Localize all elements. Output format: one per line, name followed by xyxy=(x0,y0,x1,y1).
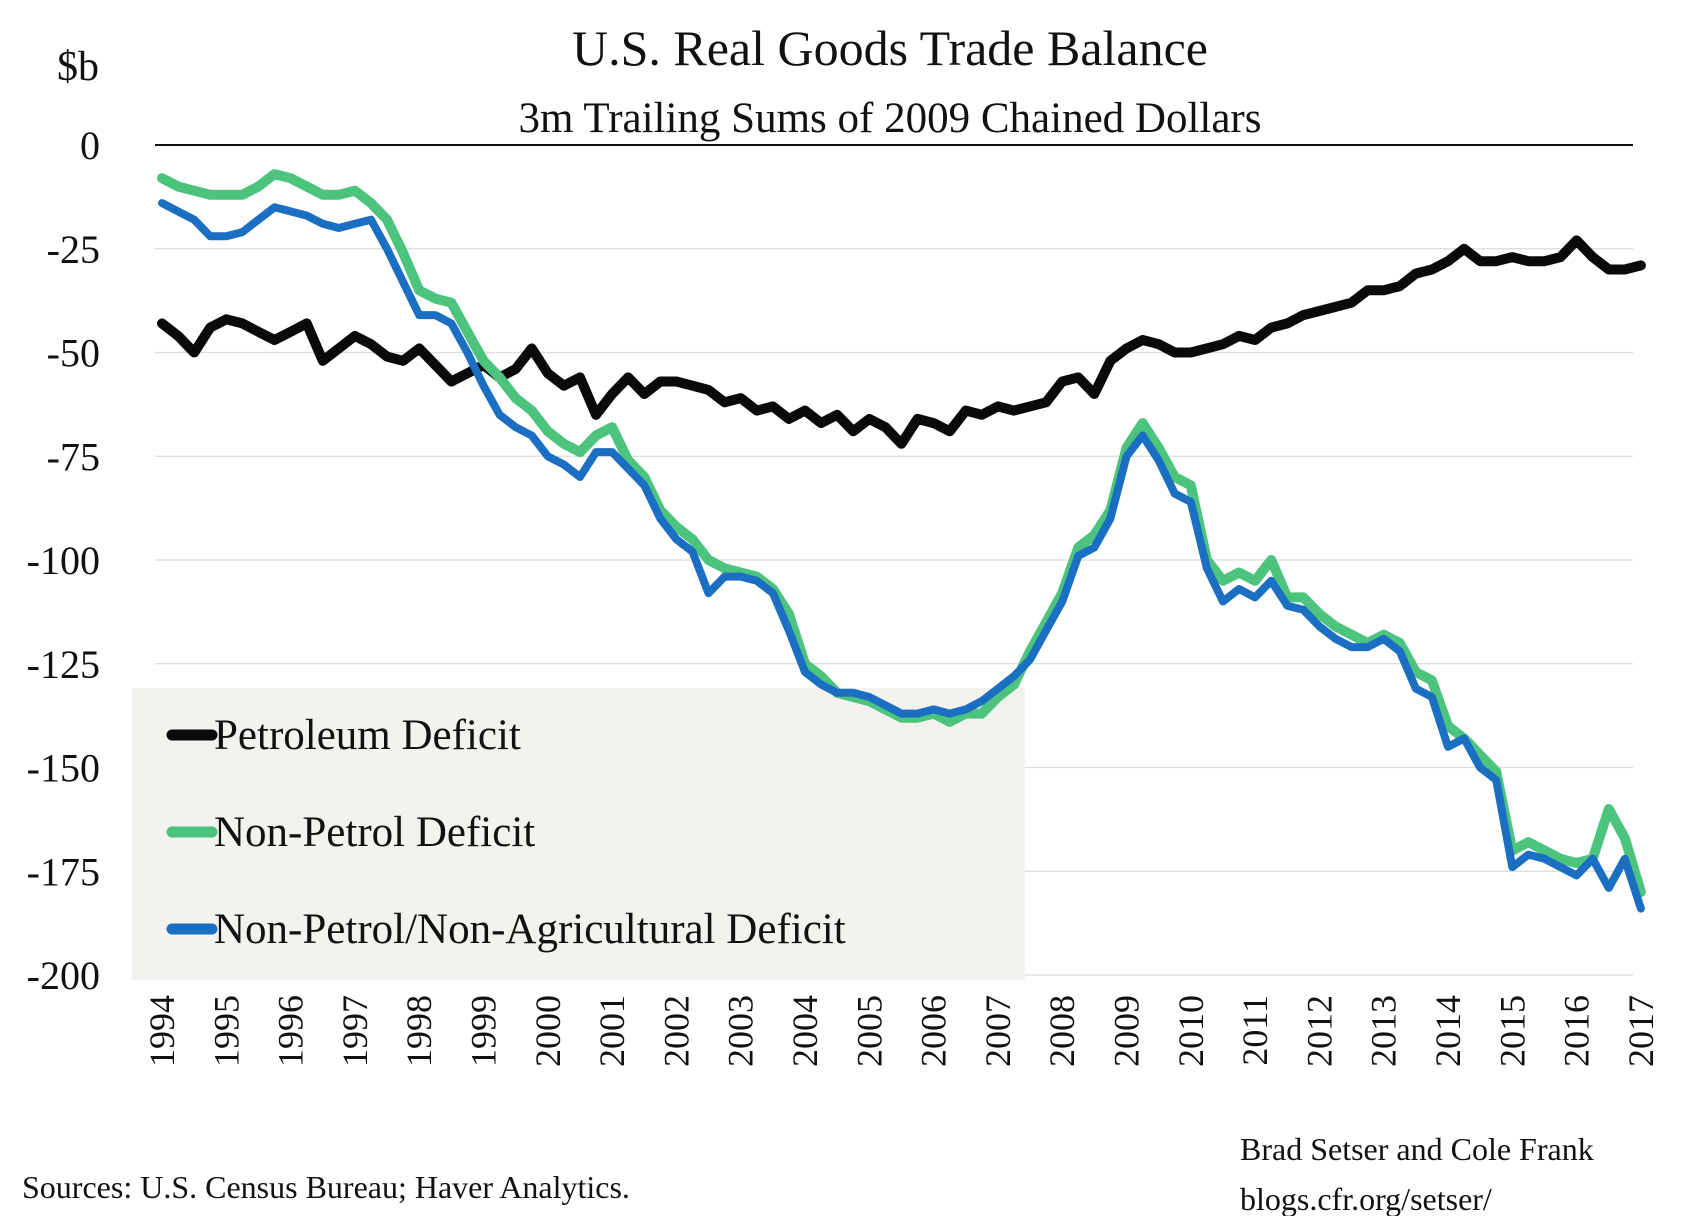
x-tick-label: 2004 xyxy=(785,995,825,1067)
series-line-non-petrol-deficit xyxy=(157,169,1646,897)
x-tick-label: 2005 xyxy=(849,995,889,1067)
series-line-non-petrol-non-agricultural-deficit xyxy=(158,199,1645,913)
x-tick-label: 2001 xyxy=(592,995,632,1067)
x-tick-label: 2014 xyxy=(1428,995,1468,1067)
x-tick-label: 2015 xyxy=(1492,995,1532,1067)
x-tick-label: 2012 xyxy=(1299,995,1339,1067)
x-tick-label: 2003 xyxy=(721,995,761,1067)
legend-label-non-petrol-non-ag: Non-Petrol/Non-Agricultural Deficit xyxy=(214,906,846,953)
x-tick-label: 1999 xyxy=(464,995,504,1067)
x-tick-label: 2011 xyxy=(1235,995,1275,1066)
legend-label-non-petrol: Non-Petrol Deficit xyxy=(214,809,535,856)
series-lines xyxy=(157,169,1646,913)
legend-item-non-petrol-non-ag: Non-Petrol/Non-Agricultural Deficit xyxy=(166,906,846,953)
x-tick-labels: 1994 1995 1996 1997 1998 1999 2000 2001 2002 2003… xyxy=(142,995,1661,1067)
blog-url: blogs.cfr.org/setser/ xyxy=(1240,1181,1492,1216)
sources-note: Sources: U.S. Census Bureau; Haver Analy… xyxy=(22,1169,630,1205)
y-tick-label: -175 xyxy=(27,849,100,894)
y-tick-label: -125 xyxy=(27,642,100,687)
chart-title: U.S. Real Goods Trade Balance xyxy=(572,20,1208,76)
x-tick-label: 2016 xyxy=(1557,995,1597,1067)
y-tick-label: -100 xyxy=(27,538,100,583)
y-tick-label: -150 xyxy=(27,746,100,791)
x-tick-label: 1996 xyxy=(271,995,311,1067)
x-tick-label: 2013 xyxy=(1364,995,1404,1067)
legend-item-petroleum: Petroleum Deficit xyxy=(166,712,521,759)
x-tick-label: 1998 xyxy=(399,995,439,1067)
y-axis-label: $b xyxy=(57,44,99,90)
x-tick-label: 2006 xyxy=(914,995,954,1067)
x-tick-label: 2000 xyxy=(528,995,568,1067)
y-tick-label: 0 xyxy=(80,123,100,168)
y-tick-label: -75 xyxy=(47,434,100,479)
chart-subtitle: 3m Trailing Sums of 2009 Chained Dollars xyxy=(519,95,1262,142)
y-tick-label: -50 xyxy=(47,331,100,376)
x-tick-label: 2010 xyxy=(1171,995,1211,1067)
x-tick-label: 1994 xyxy=(142,995,182,1067)
y-tick-label: -200 xyxy=(27,953,100,998)
x-tick-label: 2007 xyxy=(978,995,1018,1067)
x-tick-label: 1995 xyxy=(206,995,246,1067)
x-tick-label: 1997 xyxy=(335,995,375,1067)
legend-label-petroleum: Petroleum Deficit xyxy=(214,712,521,759)
legend-box xyxy=(132,688,1025,980)
legend: Petroleum Deficit Non-Petrol Deficit Non… xyxy=(166,712,846,953)
legend-item-non-petrol: Non-Petrol Deficit xyxy=(166,809,535,856)
author-credit: Brad Setser and Cole Frank xyxy=(1240,1131,1594,1167)
x-tick-label: 2008 xyxy=(1042,995,1082,1067)
y-tick-label: -25 xyxy=(47,227,100,272)
x-tick-label: 2017 xyxy=(1621,995,1661,1067)
x-tick-label: 2002 xyxy=(656,995,696,1067)
series-line-petroleum-deficit xyxy=(157,235,1646,449)
y-tick-labels: 0 -25 -50 -75 -100 -125 -150 -175 -200 xyxy=(27,123,100,998)
x-tick-label: 2009 xyxy=(1107,995,1147,1067)
